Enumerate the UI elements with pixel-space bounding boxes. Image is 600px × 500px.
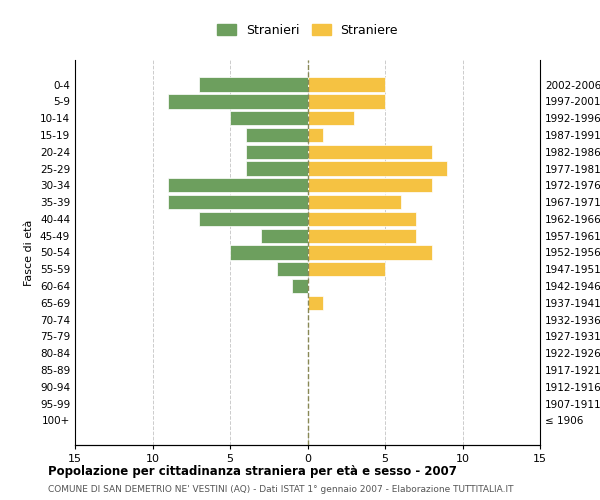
Bar <box>230 246 308 260</box>
Bar <box>308 111 354 126</box>
Bar <box>168 195 308 210</box>
Text: Popolazione per cittadinanza straniera per età e sesso - 2007: Popolazione per cittadinanza straniera p… <box>48 465 457 478</box>
Bar <box>245 162 308 175</box>
Bar <box>230 111 308 126</box>
Bar <box>308 212 416 226</box>
Legend: Stranieri, Straniere: Stranieri, Straniere <box>213 20 402 40</box>
Bar <box>168 178 308 192</box>
Bar <box>168 94 308 108</box>
Bar <box>199 212 308 226</box>
Bar <box>308 78 385 92</box>
Bar <box>308 144 431 159</box>
Bar <box>261 228 308 243</box>
Text: COMUNE DI SAN DEMETRIO NE' VESTINI (AQ) - Dati ISTAT 1° gennaio 2007 - Elaborazi: COMUNE DI SAN DEMETRIO NE' VESTINI (AQ) … <box>48 485 514 494</box>
Bar <box>308 94 385 108</box>
Bar <box>308 195 401 210</box>
Bar <box>308 228 416 243</box>
Bar <box>308 178 431 192</box>
Y-axis label: Fasce di età: Fasce di età <box>25 220 34 286</box>
Bar <box>292 279 308 293</box>
Bar <box>199 78 308 92</box>
Bar <box>245 144 308 159</box>
Bar <box>308 162 447 175</box>
Bar <box>308 246 431 260</box>
Bar <box>245 128 308 142</box>
Bar <box>308 262 385 276</box>
Bar <box>308 296 323 310</box>
Bar <box>277 262 308 276</box>
Bar <box>308 128 323 142</box>
